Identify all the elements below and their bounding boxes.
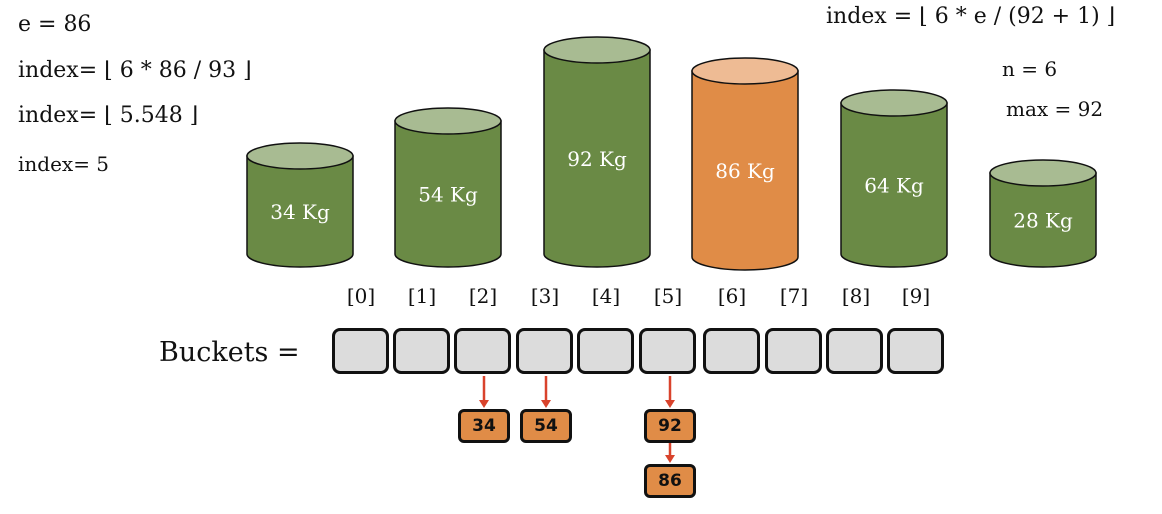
bucket-slot-1 [393,328,450,374]
index-step-2: index= ⌊ 5.548 ⌋ [18,103,199,128]
cylinder-64-kg: 64 Kg [840,89,948,268]
bucket-slot-8 [826,328,883,374]
bucket-item-86: 86 [644,464,696,498]
cylinder-54-kg: 54 Kg [394,107,502,268]
bucket-index-2: [2] [468,284,498,308]
arrow-3 [665,443,675,463]
bucket-slot-0 [332,328,389,374]
bucket-slot-5 [639,328,696,374]
bucket-slot-7 [765,328,822,374]
bucket-slot-6 [703,328,760,374]
cylinder-label: 86 Kg [715,159,775,183]
index-step-1: index= ⌊ 6 * 86 / 93 ⌋ [18,58,252,83]
bucket-index-7: [7] [779,284,809,308]
bucket-index-4: [4] [591,284,621,308]
cylinder-label: 54 Kg [418,183,478,207]
bucket-slot-4 [577,328,634,374]
index-result: index= 5 [18,152,110,176]
arrow-2 [665,376,675,408]
cylinder-28-kg: 28 Kg [989,159,1097,268]
cylinder-label: 28 Kg [1013,209,1073,233]
n-value: n = 6 [1002,57,1058,81]
arrow-0 [479,376,489,408]
cylinder-label: 92 Kg [567,147,627,171]
e-value: e = 86 [18,12,92,37]
cylinder-label: 34 Kg [270,200,330,224]
bucket-index-6: [6] [717,284,747,308]
bucket-item-92: 92 [644,409,696,443]
bucket-slot-2 [454,328,511,374]
cylinder-86-kg: 86 Kg [691,57,799,271]
cylinder-92-kg: 92 Kg [543,36,651,268]
bucket-item-54: 54 [520,409,572,443]
bucket-index-8: [8] [841,284,871,308]
bucket-index-9: [9] [901,284,931,308]
cylinder-34-kg: 34 Kg [246,142,354,268]
bucket-slot-9 [887,328,944,374]
bucket-index-5: [5] [653,284,683,308]
arrow-1 [541,376,551,408]
bucket-slot-3 [516,328,573,374]
buckets-label: Buckets = [159,337,300,368]
bucket-index-3: [3] [530,284,560,308]
bucket-index-1: [1] [407,284,437,308]
max-value: max = 92 [1006,97,1104,121]
index-formula: index = ⌊ 6 * e / (92 + 1) ⌋ [826,4,1116,29]
bucket-item-34: 34 [458,409,510,443]
bucket-index-0: [0] [346,284,376,308]
cylinder-label: 64 Kg [864,174,924,198]
